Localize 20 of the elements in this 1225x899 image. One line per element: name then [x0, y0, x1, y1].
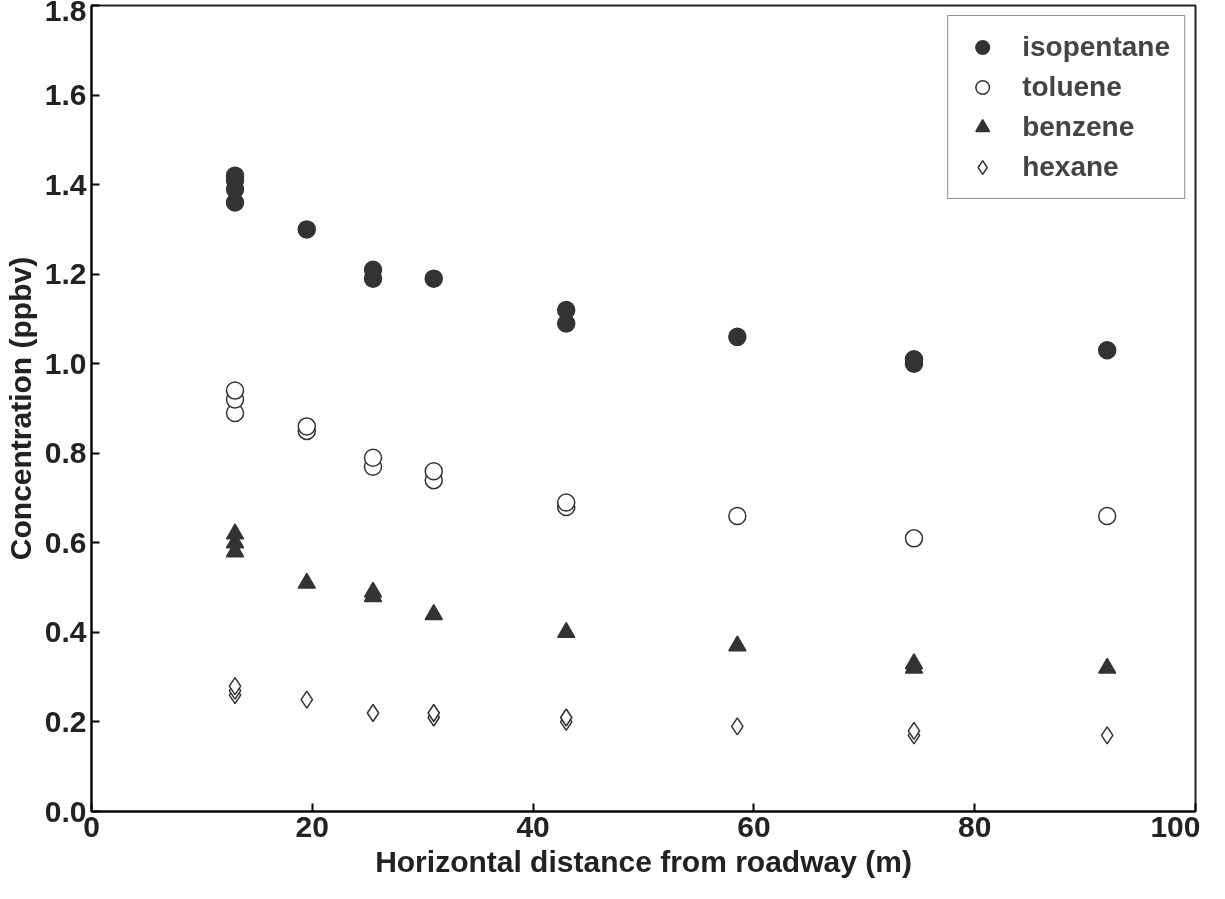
- x-tick-label: 100: [1150, 809, 1201, 843]
- x-tick-label: 40: [516, 809, 550, 843]
- x-axis-title: Horizontal distance from roadway (m): [375, 844, 912, 878]
- legend-label: toluene: [1022, 71, 1122, 103]
- legend-label: hexane: [1022, 151, 1119, 183]
- y-tick-label: 1.8: [44, 0, 87, 27]
- x-tick-label: 80: [958, 809, 992, 843]
- y-tick-label: 1.0: [44, 346, 87, 380]
- x-tick-label: 60: [737, 809, 771, 843]
- y-tick-label: 1.2: [44, 257, 87, 291]
- y-tick-label: 1.6: [44, 78, 87, 112]
- y-tick-label: 0.4: [44, 615, 87, 649]
- y-axis-title: Concentration (ppbv): [3, 256, 37, 561]
- y-tick-label: 1.4: [44, 167, 87, 201]
- y-tick-label: 0.2: [44, 704, 87, 738]
- y-tick-label: 0.6: [44, 525, 87, 559]
- legend-label: benzene: [1022, 111, 1135, 143]
- x-tick-label: 20: [295, 809, 329, 843]
- y-tick-label: 0.8: [44, 436, 87, 470]
- legend-label: isopentane: [1022, 31, 1170, 63]
